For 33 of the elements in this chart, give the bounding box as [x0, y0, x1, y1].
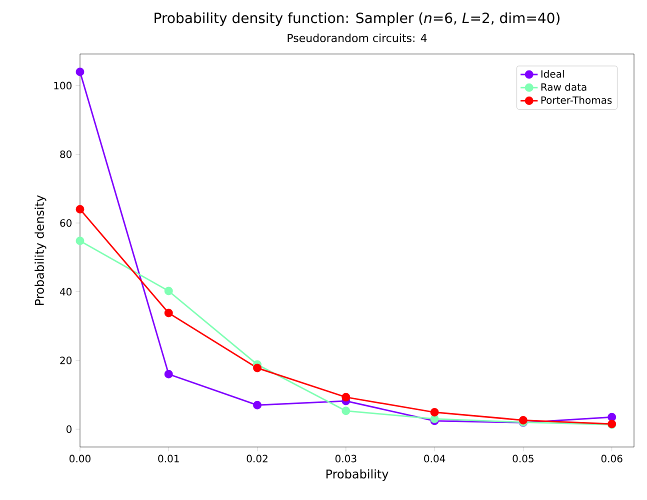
- y-tick-label: 20: [60, 356, 72, 364]
- x-tick-label: 0.02: [246, 454, 268, 462]
- point: [342, 406, 350, 416]
- legend-label: Raw data: [541, 83, 586, 91]
- x-tick-label: 0.03: [335, 454, 356, 462]
- point: [76, 205, 84, 214]
- y-tick-label: 40: [60, 288, 72, 296]
- chart-subtitle: Pseudorandom circuits: 4: [288, 34, 427, 42]
- x-axis-title: Probability: [326, 469, 388, 481]
- point: [76, 68, 84, 76]
- y-axis-title: Probability density: [34, 195, 46, 305]
- point: [164, 286, 173, 296]
- legend-label: Porter-Thomas: [541, 96, 612, 104]
- point: [164, 370, 173, 378]
- y-tick-label: 80: [60, 150, 72, 158]
- x-tick-label: 0.00: [70, 454, 90, 462]
- point: [253, 364, 262, 372]
- point: [430, 408, 439, 417]
- legend-label: Ideal: [541, 70, 564, 78]
- x-tick-label: 0.04: [424, 454, 446, 462]
- chart-title: Probability density function: Sampler (n=6, L=2, dim=40): [154, 12, 560, 26]
- point: [253, 400, 262, 410]
- point: [342, 392, 350, 402]
- point: [608, 412, 616, 422]
- point: [76, 236, 84, 246]
- y-tick-label: 100: [54, 82, 72, 90]
- y-tick-label: 0: [66, 425, 72, 433]
- point: [164, 308, 173, 318]
- x-tick-label: 0.05: [512, 454, 534, 462]
- x-tick-label: 0.06: [601, 454, 622, 462]
- y-tick-label: 60: [60, 219, 72, 227]
- point: [518, 416, 528, 424]
- x-tick-label: 0.01: [158, 454, 179, 462]
